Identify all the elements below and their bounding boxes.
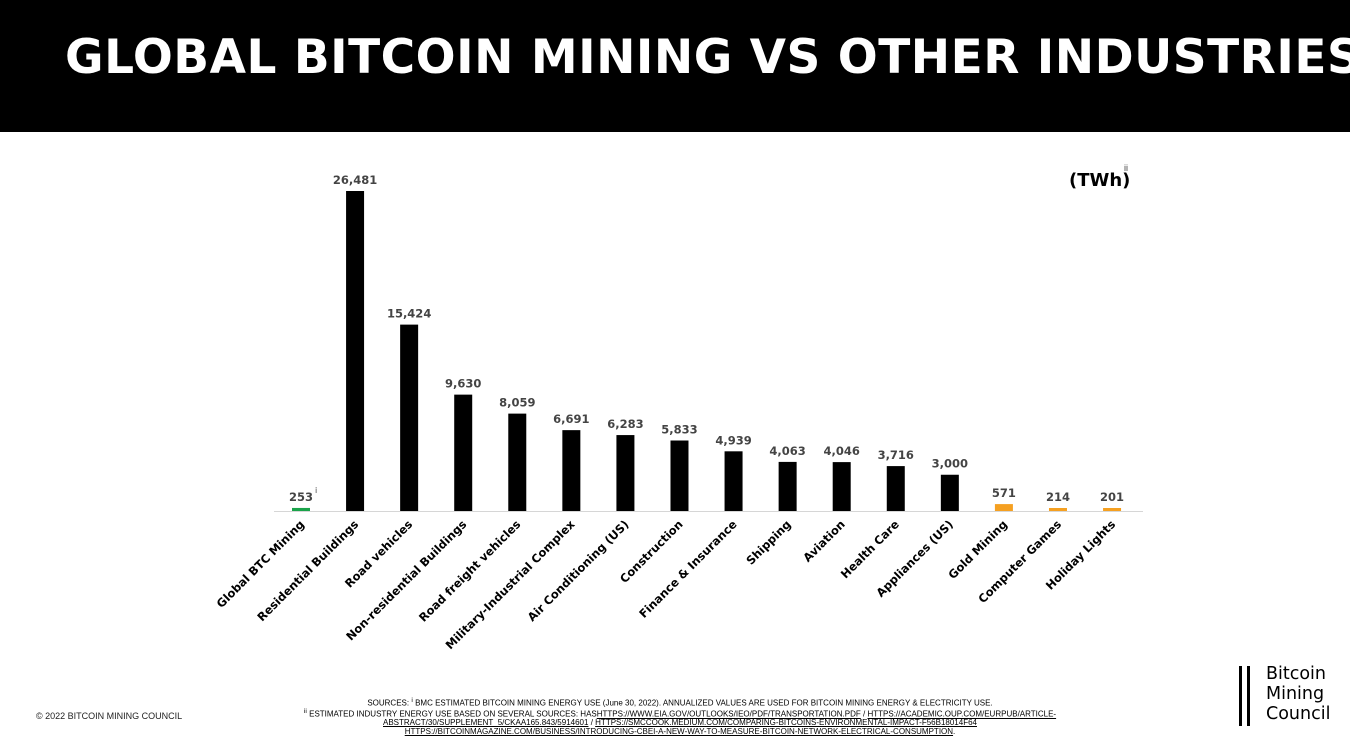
category-label: Finance & Insurance — [636, 517, 740, 621]
source-link-bitcoinmagazine[interactable]: HTTPS://BITCOINMAGAZINE.COM/BUSINESS/INT… — [404, 726, 954, 736]
sources-line-4: HTTPS://BITCOINMAGAZINE.COM/BUSINESS/INT… — [240, 726, 1120, 736]
category-label: Air Conditioning (US) — [525, 517, 632, 624]
source-link-medium[interactable]: HTTPS://SMCCOOK.MEDIUM.COM/COMPARING-BIT… — [595, 718, 977, 728]
sources-line-3: ABSTRACT/30/SUPPLEMENT_5/CKAA165.843/591… — [240, 718, 1120, 728]
value-label: 6,691 — [553, 412, 589, 426]
value-label: 8,059 — [499, 396, 535, 410]
logo-line-3: Council — [1266, 704, 1331, 724]
bar — [724, 451, 743, 511]
value-label: 4,063 — [769, 444, 805, 458]
bar — [994, 504, 1013, 511]
value-label: 3,000 — [932, 457, 968, 471]
value-label: 3,716 — [878, 448, 914, 462]
logo-text: Bitcoin Mining Council — [1266, 664, 1330, 724]
logo-line-2: Mining — [1266, 684, 1325, 704]
bar — [832, 462, 851, 511]
sources-text-1: BMC ESTIMATED BITCOIN MINING ENERGY USE … — [415, 698, 993, 708]
value-label: 6,283 — [607, 417, 643, 431]
header-bar: GLOBAL BITCOIN MINING VS OTHER INDUSTRIE… — [0, 0, 1350, 132]
logo-line-1: Bitcoin — [1266, 664, 1327, 684]
value-label: 4,046 — [824, 444, 860, 458]
source-link-oup-cont[interactable]: ABSTRACT/30/SUPPLEMENT_5/CKAA165.843/591… — [383, 718, 589, 728]
sources-end: . — [953, 726, 956, 736]
page-title: GLOBAL BITCOIN MINING VS OTHER INDUSTRIE… — [65, 30, 1350, 85]
value-label: 9,630 — [445, 377, 481, 391]
bar — [940, 474, 959, 511]
bar — [508, 413, 527, 511]
sources-text-2: ESTIMATED INDUSTRY ENERGY USE BASED ON S… — [309, 709, 597, 719]
sources-sep: / — [590, 718, 593, 728]
sources-sup-2: ii — [303, 708, 307, 716]
logo-bar-icon — [1239, 666, 1242, 726]
value-label: 253 — [289, 490, 313, 504]
source-link-oup[interactable]: HTTPS://ACADEMIC.OUP.COM/EURPUB/ARTICLE- — [867, 709, 1057, 719]
logo-bar-icon — [1247, 666, 1250, 726]
unit-footnote-marker: ii — [1124, 163, 1128, 173]
value-label: 5,833 — [661, 423, 697, 437]
bar — [562, 430, 581, 511]
source-link-eia[interactable]: HTTPS://WWW.EIA.GOV/OUTLOOKS/IEO/PDF/TRA… — [596, 709, 861, 719]
bar — [292, 507, 310, 511]
bitcoin-mining-council-logo: Bitcoin Mining Council — [1238, 664, 1348, 728]
value-label: 571 — [992, 486, 1016, 500]
bar — [778, 461, 797, 511]
bar — [1048, 508, 1067, 511]
bar — [346, 191, 365, 511]
unit-label: (TWh) — [1069, 170, 1131, 191]
value-label: 26,481 — [333, 173, 377, 187]
value-label: 201 — [1100, 490, 1124, 504]
bar — [1103, 508, 1122, 511]
sources-line-1: SOURCES: i BMC ESTIMATED BITCOIN MINING … — [240, 697, 1120, 708]
category-label: Residential Buildings — [254, 517, 361, 624]
copyright: © 2022 BITCOIN MINING COUNCIL — [36, 711, 183, 721]
value-label: 4,939 — [715, 433, 751, 447]
category-label: Global BTC Mining — [214, 517, 307, 610]
bar — [886, 466, 905, 511]
bar — [400, 324, 419, 511]
sources-footnote: SOURCES: i BMC ESTIMATED BITCOIN MINING … — [240, 697, 1120, 736]
annotation-label: i — [315, 486, 317, 495]
category-label: Aviation — [800, 517, 848, 565]
category-label: Road freight vehicles — [416, 517, 524, 625]
bar — [670, 440, 689, 511]
value-label: 214 — [1046, 490, 1070, 504]
value-label: 15,424 — [387, 307, 431, 321]
bar — [616, 435, 635, 511]
bar — [454, 394, 473, 511]
sources-line-2: ii ESTIMATED INDUSTRY ENERGY USE BASED O… — [240, 708, 1120, 719]
bar-chart: 253 Global BTC Mining 26,481 Residential Bu… — [214, 173, 1143, 652]
sources-sup-1: i — [411, 697, 413, 704]
category-label: Shipping — [743, 517, 793, 567]
sources-prefix: SOURCES: — [367, 698, 410, 708]
